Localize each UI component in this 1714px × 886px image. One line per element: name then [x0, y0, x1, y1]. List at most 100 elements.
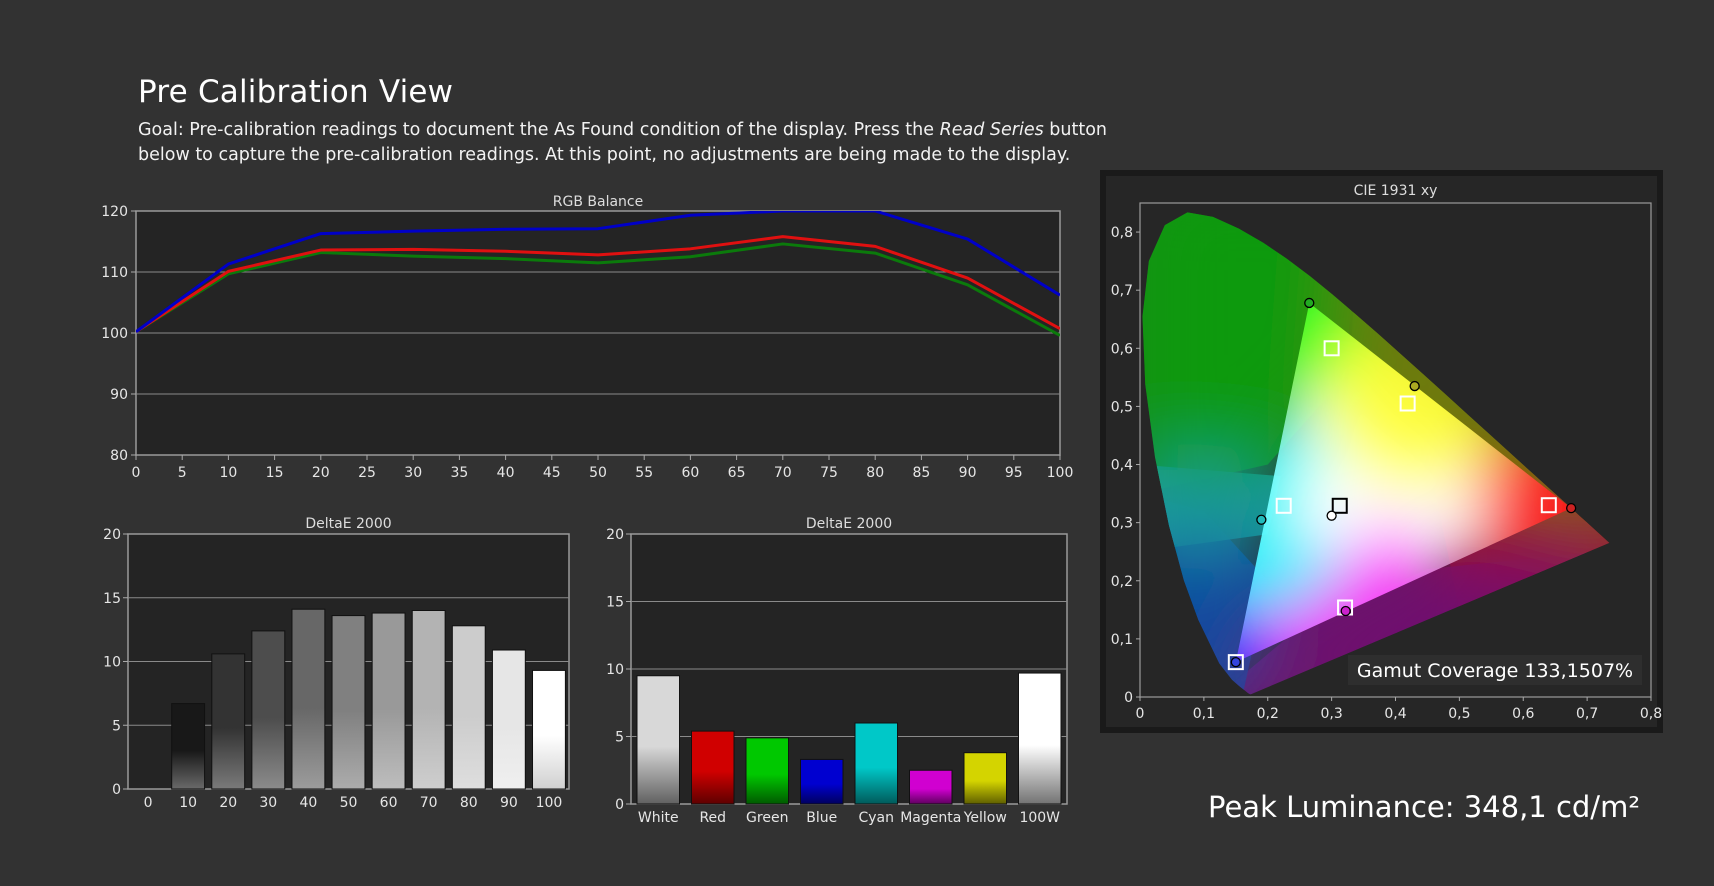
cie-gamut-blob [1255, 514, 1446, 663]
cie-gamut-blob [1319, 302, 1510, 490]
cie-blur-region [1142, 464, 1281, 552]
cie-plot-area [1139, 202, 1652, 698]
gray-xtick-label: 90 [500, 795, 518, 811]
cie-gamut-blob [1235, 421, 1357, 612]
rgb-title: RGB Balance [553, 194, 643, 210]
cie-region [1142, 212, 1364, 494]
colors-bar [799, 758, 844, 805]
cie-ytick-label: 0,5 [1111, 399, 1133, 415]
cie-region [1427, 452, 1610, 639]
cie-tri-base [1235, 302, 1572, 663]
cie-tri-blur-group [1235, 302, 1572, 663]
gray-bar [491, 649, 526, 790]
gray-ytick-label: 5 [112, 718, 121, 734]
rgb-series-line [136, 235, 1060, 334]
colors-xtick-label: Cyan [858, 810, 894, 826]
cie-ytick-label: 0,3 [1111, 516, 1133, 532]
cie-xtick-label: 0,2 [1257, 706, 1279, 722]
rgb-xtick-label: 50 [589, 465, 607, 481]
gray-xtick-label: 30 [259, 795, 277, 811]
cie-gamut-blob [1235, 567, 1331, 663]
cie-white-blob [1294, 460, 1385, 551]
cie-blur-region [1142, 212, 1364, 494]
rgb-xtick-label: 40 [497, 465, 515, 481]
rgb-xtick-label: 95 [1005, 465, 1023, 481]
rgb-series-line [136, 211, 1060, 333]
rgb-xtick-label: 30 [404, 465, 422, 481]
rgb-xtick-label: 15 [266, 465, 284, 481]
rgb-xtick-label: 55 [635, 465, 653, 481]
cie-measured-point [1566, 502, 1577, 514]
colors-bar [854, 722, 899, 805]
cie-target-marker [1275, 497, 1292, 514]
rgb-ytick-label: 100 [101, 326, 128, 342]
cie-region [1216, 545, 1610, 695]
rgb-xtick-label: 35 [450, 465, 468, 481]
gray-bar [532, 669, 566, 790]
cie-ytick-label: 0,7 [1111, 283, 1133, 299]
rgb-ytick-label: 80 [110, 448, 128, 464]
cie-ytick-label: 0,2 [1111, 574, 1133, 590]
cie-xtick-label: 0,3 [1320, 706, 1342, 722]
rgb-xtick-label: 75 [820, 465, 838, 481]
cie-target-marker [1399, 395, 1416, 412]
colors-ytick-label: 5 [615, 730, 624, 746]
gray-xtick-label: 40 [299, 795, 317, 811]
cie-ytick-label: 0,1 [1111, 632, 1133, 648]
colors-xtick-label: Yellow [963, 810, 1007, 826]
cie-horseshoe [1142, 212, 1610, 695]
rgb-ytick-label: 90 [110, 387, 128, 403]
gray-xtick-label: 20 [219, 795, 237, 811]
rgb-xtick-label: 80 [866, 465, 884, 481]
cie-measured-point [1304, 297, 1315, 309]
rgb-xtick-label: 60 [681, 465, 699, 481]
cie-target-marker [1331, 497, 1348, 514]
cie-target-marker [1540, 497, 1557, 514]
cie-measured-point [1230, 656, 1241, 668]
cie-xtick-label: 0,6 [1512, 706, 1534, 722]
colors-title: DeltaE 2000 [806, 516, 892, 532]
rgb-xtick-label: 10 [219, 465, 237, 481]
gray-ytick-label: 15 [103, 591, 121, 607]
rgb-xtick-label: 25 [358, 465, 376, 481]
gray-xtick-label: 0 [144, 795, 153, 811]
rgb-xtick-label: 20 [312, 465, 330, 481]
gray-ytick-label: 20 [103, 527, 121, 543]
page-title: Pre Calibration View [138, 74, 454, 110]
cie-xtick-label: 0,1 [1193, 706, 1215, 722]
rgb-xtick-label: 45 [543, 465, 561, 481]
rgb-xtick-label: 0 [132, 465, 141, 481]
cie-xtick-label: 0,5 [1448, 706, 1470, 722]
cie-frame [1100, 170, 1663, 733]
cie-coverage-box [1348, 655, 1642, 685]
colors-ytick-label: 0 [615, 797, 624, 813]
colors-bar [908, 769, 953, 805]
cie-measured-point [1256, 514, 1267, 525]
cie-xtick-label: 0 [1136, 706, 1145, 722]
cie-region [1142, 493, 1268, 695]
gray-ytick-label: 0 [112, 782, 121, 798]
rgb-xtick-label: 90 [959, 465, 977, 481]
gray-xtick-label: 80 [460, 795, 478, 811]
rgb-xtick-label: 100 [1047, 465, 1074, 481]
rgb-plot-area [135, 210, 1061, 456]
cie-ytick-label: 0,6 [1111, 341, 1133, 357]
colors-xtick-label: Magenta [900, 810, 961, 826]
rgb-xtick-label: 70 [774, 465, 792, 481]
gray-bar [291, 608, 326, 790]
gray-xtick-label: 50 [340, 795, 358, 811]
rgb-xtick-label: 5 [178, 465, 187, 481]
gray-bar [171, 703, 206, 790]
colors-ytick-label: 10 [606, 662, 624, 678]
gray-bar [331, 615, 366, 790]
cie-blur-group [1142, 212, 1610, 695]
cie-measured-point [1409, 380, 1420, 392]
cie-xtick-label: 0,4 [1384, 706, 1406, 722]
cie-blur-region [1427, 452, 1610, 639]
gray-ytick-label: 10 [103, 655, 121, 671]
gray-xtick-label: 10 [179, 795, 197, 811]
cie-region [1344, 212, 1610, 523]
cie-blur-region [1344, 212, 1610, 523]
rgb-xtick-label: 65 [728, 465, 746, 481]
colors-xtick-label: Blue [806, 810, 837, 826]
